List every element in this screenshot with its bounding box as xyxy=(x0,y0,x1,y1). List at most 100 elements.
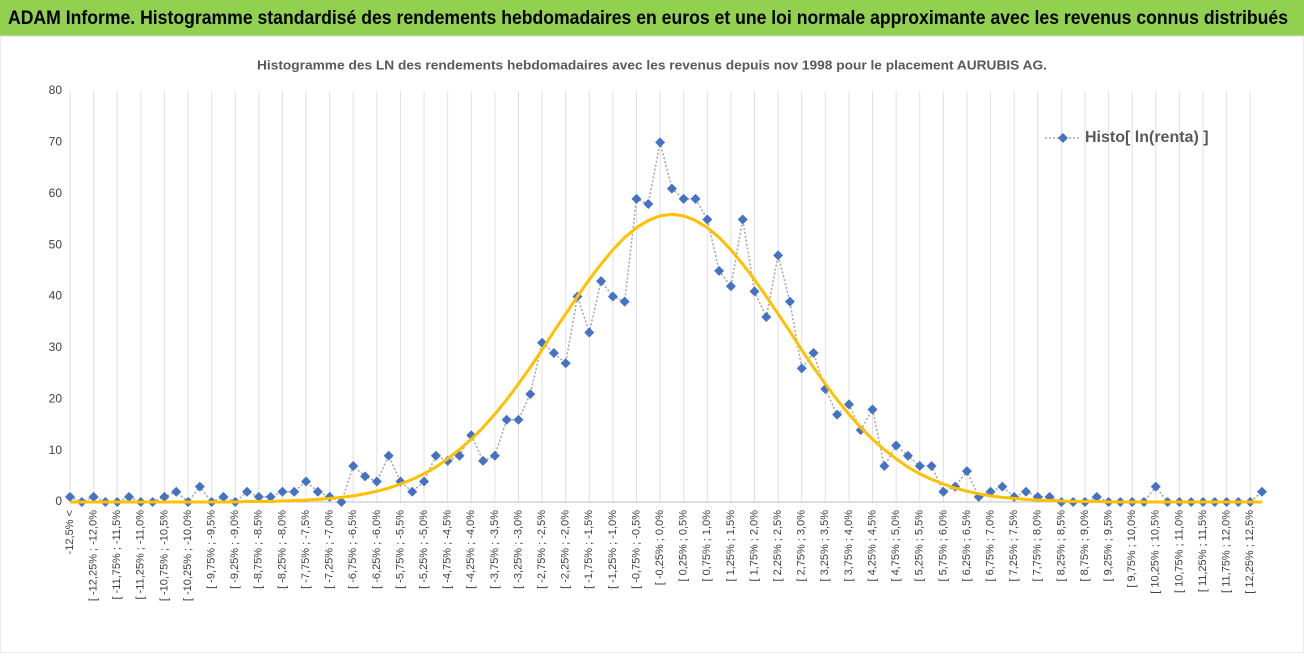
data-point xyxy=(737,214,748,225)
x-tick-label: [ -2,75% ; -2,5% xyxy=(536,510,548,589)
x-tick-label: [ 6,25% ; 6,5% xyxy=(961,510,973,582)
data-point xyxy=(784,296,795,307)
x-tick-label: [ -7,75% ; -7,5% xyxy=(300,510,312,589)
x-tick-label: [ 8,25% ; 8,5% xyxy=(1055,510,1067,582)
data-point xyxy=(867,404,878,415)
data-point xyxy=(808,348,819,359)
x-tick-label: [ 7,25% ; 7,5% xyxy=(1008,510,1020,582)
x-tick-label: [ -6,75% ; -6,5% xyxy=(347,510,359,589)
data-point xyxy=(855,425,866,436)
x-tick-label: [ 3,75% ; 4,0% xyxy=(843,510,855,582)
data-point xyxy=(265,491,276,502)
data-point xyxy=(253,491,264,502)
data-point xyxy=(312,486,323,497)
x-tick-label: [ 4,25% ; 4,5% xyxy=(866,510,878,582)
data-point xyxy=(301,476,312,487)
x-tick-label: [ -4,25% ; -4,0% xyxy=(465,510,477,589)
x-tick-label: [ -9,25% ; -9,0% xyxy=(229,510,241,589)
data-point xyxy=(171,486,182,497)
data-point xyxy=(914,461,925,472)
x-tick-label: [ -1,75% ; -1,5% xyxy=(583,510,595,589)
x-tick-label: [ -0,25% ; 0,0% xyxy=(654,510,666,585)
x-tick-label: [ 1,25% ; 1,5% xyxy=(725,510,737,582)
data-point xyxy=(643,199,654,210)
y-tick-label: 50 xyxy=(49,237,63,251)
x-tick-label: [ -11,75% ; -11,5% xyxy=(111,510,123,600)
x-tick-label: [ 12,25% ; 12,5% xyxy=(1244,510,1256,594)
data-point xyxy=(1091,491,1102,502)
y-tick-label: 60 xyxy=(49,186,63,200)
data-point xyxy=(1150,481,1161,492)
y-tick-label: 10 xyxy=(49,443,63,457)
data-point xyxy=(926,461,937,472)
data-point xyxy=(489,450,500,461)
legend-marker xyxy=(1058,133,1068,143)
x-tick-label: [ -8,25% ; -8,0% xyxy=(276,510,288,589)
x-tick-label: [ 9,25% ; 9,5% xyxy=(1102,510,1114,582)
data-point xyxy=(419,476,430,487)
x-tick-label: [ 11,25% ; 11,5% xyxy=(1197,510,1209,592)
data-point xyxy=(596,276,607,287)
x-tick-label: [ -11,25% ; -11,0% xyxy=(135,510,147,600)
y-tick-label: 20 xyxy=(49,391,63,405)
data-point xyxy=(513,414,524,425)
data-point xyxy=(690,193,701,204)
x-tick-label: [ 9,75% ; 10,0% xyxy=(1126,510,1138,588)
x-tick-label: [ 8,75% ; 9,0% xyxy=(1079,510,1091,582)
data-point xyxy=(584,327,595,338)
data-point xyxy=(749,286,760,297)
data-point xyxy=(194,481,205,492)
data-point xyxy=(560,358,571,369)
y-tick-label: 30 xyxy=(49,340,63,354)
x-tick-label: [ 11,75% ; 12,0% xyxy=(1221,510,1233,593)
legend-label: Histo[ ln(renta) ] xyxy=(1085,129,1209,146)
x-tick-label: [ -4,75% ; -4,5% xyxy=(442,510,454,589)
data-point xyxy=(360,471,371,482)
data-point xyxy=(773,250,784,261)
data-point xyxy=(843,399,854,410)
x-tick-label: [ -9,75% ; -9,5% xyxy=(206,510,218,589)
y-tick-label: 0 xyxy=(55,494,62,508)
data-point xyxy=(525,389,536,400)
data-point xyxy=(430,450,441,461)
data-point xyxy=(902,450,913,461)
x-tick-label: [ 0,75% ; 1,0% xyxy=(701,510,713,582)
data-point xyxy=(631,193,642,204)
x-tick-label: [ -3,75% ; -3,5% xyxy=(489,510,501,589)
data-point xyxy=(65,491,75,502)
x-tick-label: [ 0,25% ; 0,5% xyxy=(678,510,690,582)
data-point xyxy=(383,450,394,461)
header-bar xyxy=(0,0,1304,36)
x-tick-label: [ -12,25% ; -12,0% xyxy=(88,510,100,601)
x-tick-label: [ 10,25% ; 10,5% xyxy=(1150,510,1162,594)
data-point xyxy=(796,363,807,374)
data-point xyxy=(548,348,559,359)
x-tick-label: [ -0,75% ; -0,5% xyxy=(630,510,642,589)
data-point xyxy=(159,491,170,502)
data-point xyxy=(832,409,843,420)
data-point xyxy=(607,291,618,302)
y-tick-label: 80 xyxy=(49,83,63,97)
chart-area xyxy=(0,35,1304,654)
data-point xyxy=(124,491,135,502)
data-point xyxy=(242,486,253,497)
x-tick-label: [ -3,25% ; -3,0% xyxy=(512,510,524,589)
x-tick-label: [ 5,25% ; 5,5% xyxy=(914,510,926,582)
header-title: ADAM Informe. Histogramme standardisé de… xyxy=(8,8,1288,29)
chart-title: Histogramme des LN des rendements hebdom… xyxy=(257,57,1047,72)
y-tick-label: 40 xyxy=(49,289,63,303)
data-point xyxy=(714,265,725,276)
data-point xyxy=(1257,486,1267,497)
data-point xyxy=(961,466,972,477)
x-tick-label: [ 5,75% ; 6,0% xyxy=(937,510,949,582)
data-point xyxy=(478,455,489,466)
x-tick-label: -12,5% < xyxy=(64,510,76,554)
data-point xyxy=(725,281,736,292)
data-point xyxy=(336,497,347,507)
data-point xyxy=(407,486,418,497)
x-tick-label: [ 3,25% ; 3,5% xyxy=(819,510,831,582)
data-point xyxy=(666,183,677,194)
x-tick-label: [ -2,25% ; -2,0% xyxy=(560,510,572,589)
data-point xyxy=(997,481,1008,492)
